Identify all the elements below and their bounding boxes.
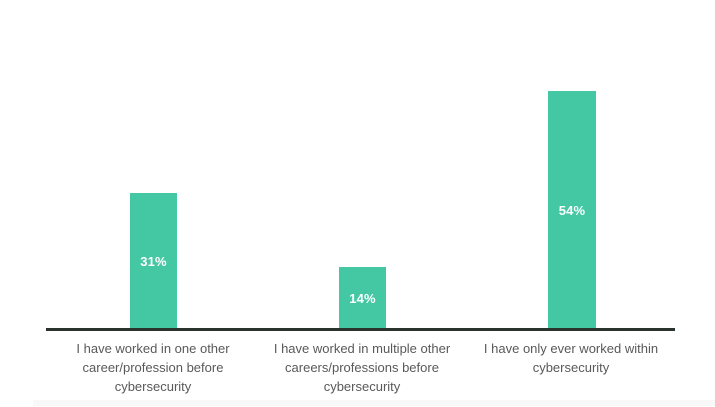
bar-value-label: 54%	[558, 202, 586, 218]
bar-only-cybersecurity: 54%	[548, 91, 596, 329]
bar-multiple-other-careers: 14%	[339, 267, 386, 329]
x-axis-line	[46, 328, 675, 331]
footer-divider	[33, 400, 715, 406]
category-label: I have worked in one other career/profes…	[76, 341, 230, 394]
category-label: I have worked in multiple other careers/…	[273, 341, 451, 394]
bar-value-label: 31%	[140, 253, 167, 269]
bar-value-label: 14%	[349, 290, 376, 306]
category-label: I have only ever worked within cybersecu…	[483, 341, 659, 375]
bar-one-other-career: 31%	[130, 193, 177, 329]
